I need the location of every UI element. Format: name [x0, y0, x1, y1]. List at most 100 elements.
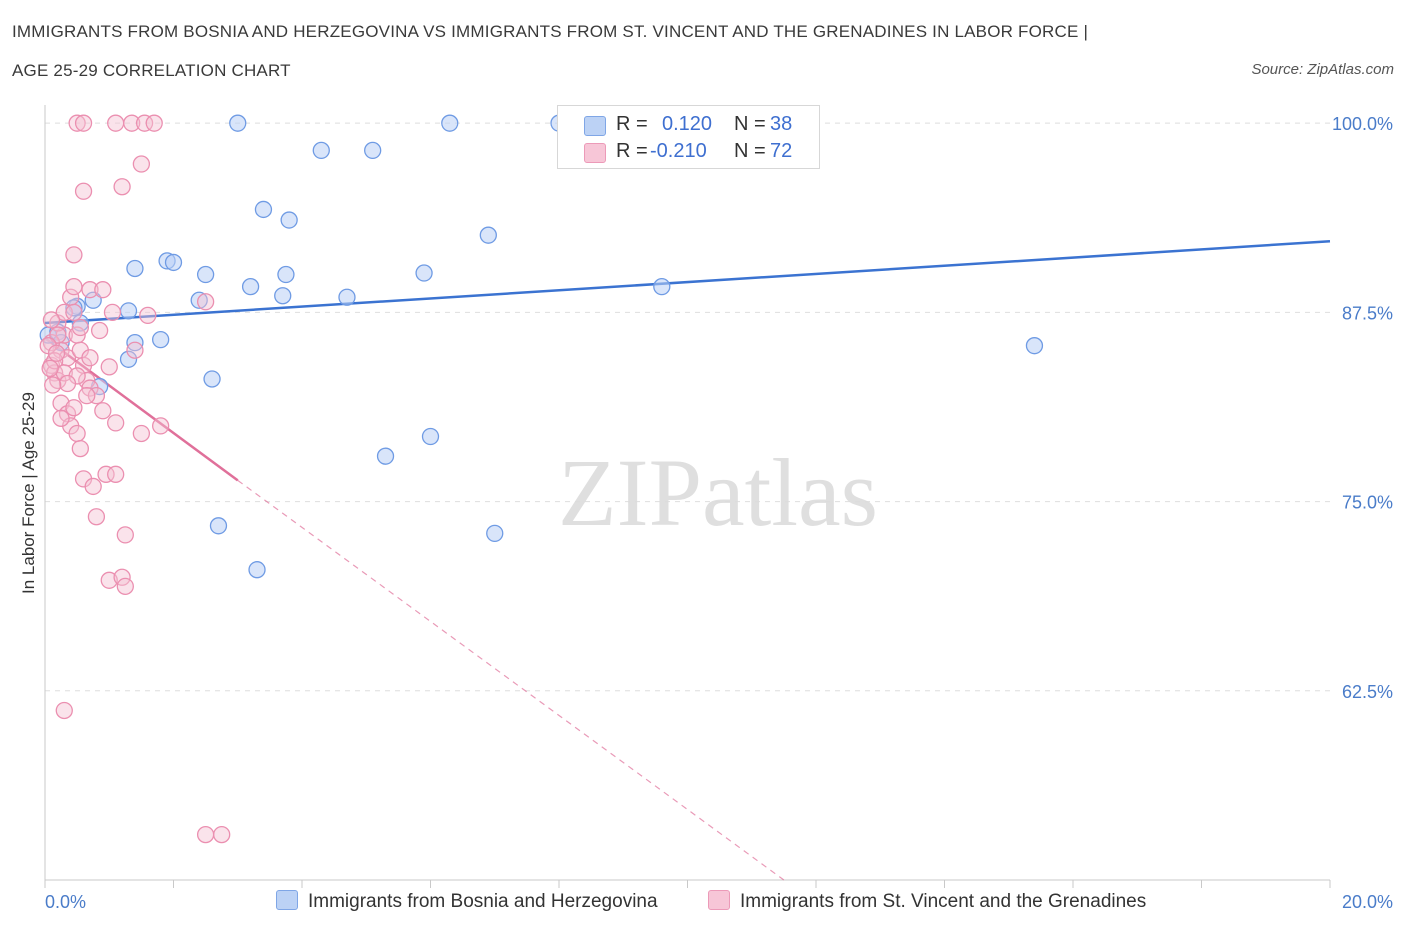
point-blue	[1025, 337, 1044, 355]
point-blue	[119, 350, 138, 368]
point-pink	[132, 424, 151, 443]
point-pink	[196, 825, 215, 844]
point-blue	[441, 114, 459, 132]
point-pink	[65, 246, 83, 264]
point-pink	[55, 303, 73, 322]
bottom-legend-label-pink: Immigrants from St. Vincent and the Gren…	[740, 891, 1147, 912]
point-blue	[229, 114, 247, 132]
point-blue	[338, 288, 356, 306]
point-blue	[280, 211, 298, 229]
bottom-legend-swatch-pink	[708, 890, 730, 910]
point-pink	[81, 349, 99, 367]
point-pink	[78, 386, 96, 405]
point-pink	[58, 374, 77, 393]
point-pink	[71, 318, 89, 337]
bottom-legend-swatch-blue	[276, 890, 298, 910]
point-pink	[65, 399, 83, 417]
point-pink	[71, 439, 89, 458]
y-tick-label: 100.0%	[1332, 114, 1393, 134]
bottom-legend-blue: Immigrants from Bosnia and Herzegovina	[276, 890, 658, 913]
point-pink	[116, 526, 134, 544]
point-pink	[55, 701, 73, 720]
point-pink	[113, 568, 131, 586]
point-blue	[119, 302, 138, 320]
point-pink	[151, 417, 170, 435]
trend-line-blue	[44, 239, 1331, 325]
trend-line-extension-pink	[237, 479, 785, 881]
point-pink	[87, 386, 106, 405]
point-blue	[376, 447, 395, 465]
point-blue	[479, 226, 497, 244]
point-pink	[107, 465, 125, 483]
y-tick-label: 62.5%	[1342, 682, 1393, 702]
point-pink	[44, 376, 62, 394]
point-pink	[74, 182, 93, 200]
point-blue	[151, 330, 170, 349]
point-pink	[113, 178, 131, 196]
y-axis-label: In Labor Force | Age 25-29	[19, 392, 38, 594]
point-pink	[74, 114, 93, 132]
chart-title-line-2: AGE 25-29 CORRELATION CHART	[12, 61, 291, 80]
bottom-legend-pink: Immigrants from St. Vincent and the Gren…	[708, 890, 1146, 913]
bottom-legend-label-blue: Immigrants from Bosnia and Herzegovina	[308, 891, 658, 912]
point-pink	[52, 409, 70, 427]
point-blue	[65, 299, 83, 317]
point-blue	[241, 277, 260, 296]
point-blue	[277, 265, 295, 284]
point-pink	[100, 358, 118, 376]
point-pink	[94, 402, 112, 420]
point-pink	[84, 477, 102, 496]
stats-legend: R = 0.120 N = 38 R = -0.210 N = 72	[557, 105, 820, 169]
point-pink	[123, 114, 141, 132]
grid-lines	[45, 122, 1330, 692]
point-pink	[68, 114, 86, 132]
legend-n-label: N =	[734, 113, 766, 135]
point-pink	[68, 424, 86, 443]
point-blue	[254, 200, 273, 219]
point-pink	[196, 293, 215, 311]
point-pink	[97, 465, 115, 483]
legend-swatch-blue	[584, 116, 606, 136]
point-blue	[653, 277, 671, 296]
legend-r-value-blue: 0.120	[662, 113, 713, 135]
point-pink	[90, 321, 109, 340]
point-pink	[126, 341, 144, 359]
point-blue	[415, 264, 433, 282]
point-pink	[47, 344, 66, 362]
point-pink	[81, 281, 99, 299]
chart-title-line-1: IMMIGRANTS FROM BOSNIA AND HERZEGOVINA V…	[12, 22, 1089, 41]
point-pink	[100, 571, 118, 589]
legend-r-label: R =	[616, 140, 648, 162]
point-pink	[132, 155, 151, 173]
point-pink	[145, 114, 163, 132]
point-pink	[42, 311, 61, 329]
legend-n-value-pink: 72	[770, 140, 793, 162]
watermark: ZIPatlas	[558, 439, 878, 546]
point-pink	[41, 359, 59, 378]
legend-r-label: R =	[616, 113, 648, 135]
point-pink	[103, 303, 122, 322]
point-blue	[486, 524, 504, 543]
trend-line-pink	[44, 337, 239, 482]
y-tick-label: 75.0%	[1342, 493, 1393, 513]
point-blue	[126, 259, 144, 278]
point-pink	[107, 414, 125, 432]
point-pink	[213, 825, 231, 844]
point-pink	[135, 114, 154, 132]
x-tick-label-min: 0.0%	[45, 892, 86, 912]
data-points	[39, 114, 1044, 844]
point-blue	[209, 517, 228, 535]
point-blue	[203, 370, 221, 388]
point-pink	[116, 577, 134, 595]
y-axis-tick-labels: 62.5% 75.0% 87.5% 100.0%	[1332, 114, 1393, 702]
y-tick-label: 87.5%	[1342, 303, 1393, 323]
point-blue	[312, 141, 330, 160]
point-pink	[49, 326, 67, 344]
source-label: Source: ZipAtlas.com	[1251, 61, 1394, 78]
legend-r-value-pink: -0.210	[650, 140, 707, 162]
point-pink	[52, 394, 70, 412]
point-blue	[274, 287, 292, 305]
point-pink	[65, 277, 83, 296]
point-pink	[87, 508, 106, 526]
